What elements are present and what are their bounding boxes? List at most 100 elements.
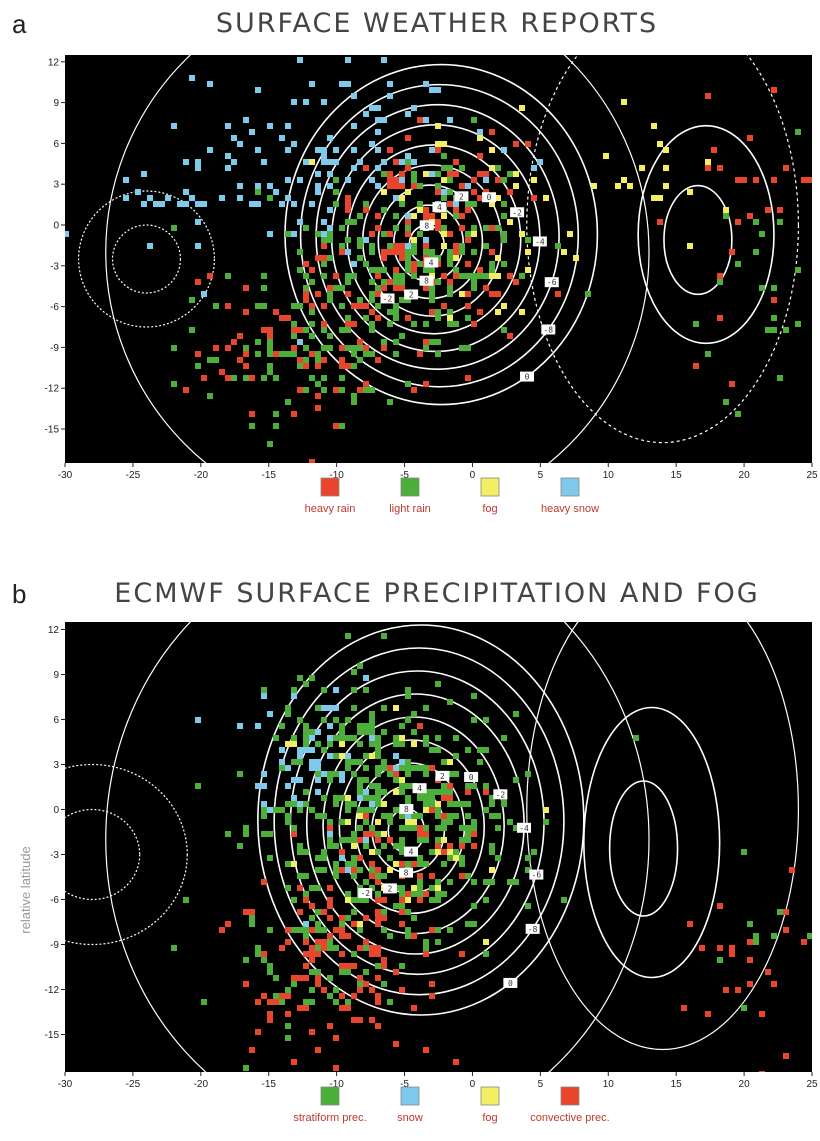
point (381, 957, 387, 963)
point (303, 741, 309, 747)
point (459, 825, 465, 831)
point (303, 357, 309, 363)
point (477, 171, 483, 177)
point (237, 195, 243, 201)
point (339, 357, 345, 363)
point (777, 219, 783, 225)
point (345, 891, 351, 897)
point (285, 861, 291, 867)
x-tick-label: 5 (538, 1079, 544, 1090)
point (339, 837, 345, 843)
point (375, 771, 381, 777)
point (489, 129, 495, 135)
point (411, 261, 417, 267)
point (453, 753, 459, 759)
point (375, 975, 381, 981)
legend-label: light rain (389, 503, 431, 515)
svg-text:-2: -2 (496, 790, 506, 799)
point (279, 135, 285, 141)
point (327, 741, 333, 747)
point (483, 717, 489, 723)
point (441, 141, 447, 147)
point (261, 993, 267, 999)
point (255, 1029, 261, 1035)
point (291, 201, 297, 207)
point (435, 891, 441, 897)
point (375, 915, 381, 921)
svg-text:-2: -2 (360, 889, 370, 898)
point (309, 729, 315, 735)
point (411, 825, 417, 831)
point (405, 297, 411, 303)
point (525, 267, 531, 273)
point (369, 141, 375, 147)
point (393, 351, 399, 357)
point (423, 951, 429, 957)
svg-text:-2: -2 (383, 294, 393, 303)
point (315, 741, 321, 747)
point (465, 837, 471, 843)
contour-high (65, 763, 188, 946)
point (423, 837, 429, 843)
point (321, 705, 327, 711)
point (303, 363, 309, 369)
point (423, 861, 429, 867)
point (219, 195, 225, 201)
point (501, 201, 507, 207)
point (477, 195, 483, 201)
point (321, 219, 327, 225)
point (351, 909, 357, 915)
point (375, 741, 381, 747)
point (489, 867, 495, 873)
point (525, 141, 531, 147)
y-tick-label: -12 (45, 384, 60, 395)
point (375, 879, 381, 885)
point (315, 231, 321, 237)
point (201, 291, 207, 297)
point (357, 927, 363, 933)
point (321, 231, 327, 237)
legend-swatch (320, 1086, 340, 1106)
point (375, 837, 381, 843)
point (423, 1047, 429, 1053)
point (393, 969, 399, 975)
point (243, 345, 249, 351)
point (363, 315, 369, 321)
point (435, 837, 441, 843)
point (333, 285, 339, 291)
point (285, 315, 291, 321)
point (489, 261, 495, 267)
point (315, 909, 321, 915)
point (471, 201, 477, 207)
point (285, 705, 291, 711)
point (411, 861, 417, 867)
y-tick-label: -15 (45, 1030, 60, 1041)
point (705, 1011, 711, 1017)
point (171, 945, 177, 951)
point (291, 795, 297, 801)
contour-label: 8 (419, 220, 434, 231)
legend-item: fog (480, 1086, 500, 1124)
point (171, 381, 177, 387)
point (375, 225, 381, 231)
point (351, 669, 357, 675)
point (393, 843, 399, 849)
point (339, 777, 345, 783)
point (453, 321, 459, 327)
point (405, 111, 411, 117)
point (291, 231, 297, 237)
point (267, 1017, 273, 1023)
point (393, 279, 399, 285)
point (387, 867, 393, 873)
contour-label: 8 (399, 804, 414, 814)
point (447, 771, 453, 777)
point (399, 837, 405, 843)
point (363, 675, 369, 681)
point (615, 183, 621, 189)
svg-text:-8: -8 (528, 925, 538, 934)
point (369, 987, 375, 993)
point (363, 201, 369, 207)
point (363, 897, 369, 903)
point (291, 831, 297, 837)
point (303, 723, 309, 729)
